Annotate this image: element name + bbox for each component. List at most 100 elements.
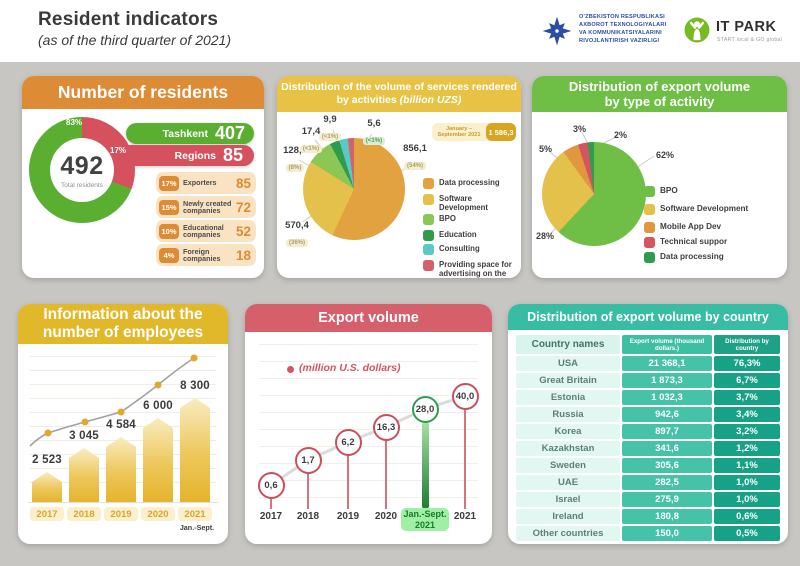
year-label-2021: 2021 <box>178 507 212 521</box>
table-cell-share: 6,7% <box>714 373 780 388</box>
pct-label-tech-support: 3% <box>573 124 587 134</box>
x-label-jan-sept-2021: Jan.-Sept. 2021 <box>401 508 449 531</box>
slice-label-software-dev: 570,4 (36%) <box>285 220 309 247</box>
bar-value-2017: 2 523 <box>32 454 62 466</box>
legend-software-dev: Software Development <box>644 204 748 215</box>
row-label: Foreign companies <box>183 246 221 263</box>
table-cell-volume: 897,7 <box>622 424 712 439</box>
table-cell-volume: 305,6 <box>622 458 712 473</box>
stem-jan-sept-2021 <box>421 422 429 509</box>
period-total-badge: January – September 2021 1 586,3 <box>432 123 516 141</box>
regions-label: Regions <box>174 149 216 162</box>
slice-label-consulting: 9,9 (<1%) <box>315 114 345 143</box>
table-cell-country: Russia <box>516 407 620 422</box>
panel-export-by-country: Distribution of export volume by country… <box>508 304 788 544</box>
slice-label-advertising: 5,6 (<1%) <box>359 118 389 147</box>
x-label-2017: 2017 <box>259 511 283 522</box>
legend-tech-support: Technical suppor <box>644 237 727 248</box>
panel-title: Distribution of export volume by type of… <box>532 76 787 112</box>
ministry-name: O'ZBEKISTON RESPUBLIKASI AXBOROT TEXNOLO… <box>579 14 667 44</box>
table-cell-volume: 150,0 <box>622 526 712 541</box>
residents-donut-chart: 492 Total residents <box>29 117 135 223</box>
year-label-2020: 2020 <box>141 507 175 521</box>
legend-data-processing: Data processing <box>644 252 724 263</box>
point-jan-sept-2021: 28,0 <box>411 395 439 423</box>
pct-label-mobile-app: 5% <box>539 144 553 154</box>
legend-mobile-app: Mobile App Dev <box>644 222 721 233</box>
export-activity-pie-chart <box>542 142 646 246</box>
table-cell-share: 3,2% <box>714 424 780 439</box>
table-cell-country: UAE <box>516 475 620 490</box>
pct-label-bpo: 62% <box>656 150 675 160</box>
legend-software-dev: Software Development <box>423 194 501 212</box>
period-total-value: 1 586,3 <box>486 123 516 141</box>
panel-employees: Information about the number of employee… <box>18 304 228 544</box>
legend-swatch <box>423 178 434 189</box>
slice-label-bpo: 128,2 (8%) <box>283 145 307 172</box>
tashkent-pill: Tashkent 407 <box>126 123 254 144</box>
pct-badge: 15% <box>159 199 179 215</box>
row-value: 85 <box>235 175 251 191</box>
bar-2021 <box>180 398 210 502</box>
page-subtitle: (as of the third quarter of 2021) <box>38 32 231 48</box>
bar-2020 <box>143 418 173 502</box>
tashkent-value: 407 <box>214 123 245 143</box>
stem-2020 <box>385 440 387 509</box>
table-cell-country: Great Britain <box>516 373 620 388</box>
regions-value: 85 <box>222 145 243 165</box>
point-2019: 6,2 <box>334 428 362 456</box>
table-cell-share: 3,7% <box>714 390 780 405</box>
tashkent-pct-label: 83% <box>66 118 83 127</box>
legend-swatch <box>644 186 655 197</box>
slice-label-education: 17,4 (<1%) <box>299 126 323 153</box>
row-label: Educational companies <box>183 222 224 239</box>
services-pie-chart <box>303 138 405 240</box>
legend-swatch <box>423 244 434 255</box>
legend-swatch <box>423 260 434 271</box>
legend-swatch <box>423 194 434 205</box>
panel-number-of-residents: Number of residents Tashkent 407 Regions… <box>22 76 264 278</box>
panel-title: Number of residents <box>22 76 264 109</box>
table-cell-volume: 1 032,3 <box>622 390 712 405</box>
table-cell-share: 1,0% <box>714 475 780 490</box>
table-cell-volume: 21 368,1 <box>622 356 712 371</box>
regions-pct-label: 17% <box>110 146 127 155</box>
bar-2018 <box>69 448 99 502</box>
row-value: 72 <box>235 199 251 215</box>
panel-services-by-activity: Distribution of the volume of services r… <box>277 76 521 278</box>
breakdown-row-exporters: 17% Exporters 85 <box>156 172 256 194</box>
table-cell-volume: 942,6 <box>622 407 712 422</box>
year-label-2017: 2017 <box>30 507 64 521</box>
bar-2019 <box>106 437 136 502</box>
pct-label-software-dev: 28% <box>536 231 555 241</box>
legend-swatch <box>644 252 655 263</box>
ministry-logo-icon <box>542 16 572 46</box>
legend-swatch <box>423 230 434 241</box>
donut-center: 492 Total residents <box>50 138 114 202</box>
table-cell-country: Estonia <box>516 390 620 405</box>
table-cell-volume: 1 873,3 <box>622 373 712 388</box>
itpark-tagline: START local & GO global <box>717 37 783 43</box>
year-label-2019: 2019 <box>104 507 138 521</box>
legend-bpo: BPO <box>423 214 456 225</box>
table-cell-country: USA <box>516 356 620 371</box>
legend-swatch <box>423 214 434 225</box>
table-cell-country: Other countries <box>516 526 620 541</box>
table-cell-share: 0,6% <box>714 509 780 524</box>
row-label: Newly created companies <box>183 198 232 215</box>
panel-title: Export volume <box>245 304 492 332</box>
table-cell-country: Ireland <box>516 509 620 524</box>
unit-label: (million U.S. dollars) <box>299 362 401 374</box>
pct-badge: 17% <box>159 175 179 191</box>
point-2020: 16,3 <box>372 413 400 441</box>
panel-export-volume: Export volume (million U.S. dollars) 0,6… <box>245 304 492 544</box>
table-cell-share: 0,5% <box>714 526 780 541</box>
page-title: Resident indicators <box>38 9 219 30</box>
table-cell-country: Sweden <box>516 458 620 473</box>
legend-education: Education <box>423 230 477 241</box>
unit-label: (billion UZS) <box>399 94 462 106</box>
row-value: 52 <box>235 223 251 239</box>
point-2017: 0,6 <box>257 471 285 499</box>
legend-swatch <box>644 204 655 215</box>
table-cell-country: Korea <box>516 424 620 439</box>
